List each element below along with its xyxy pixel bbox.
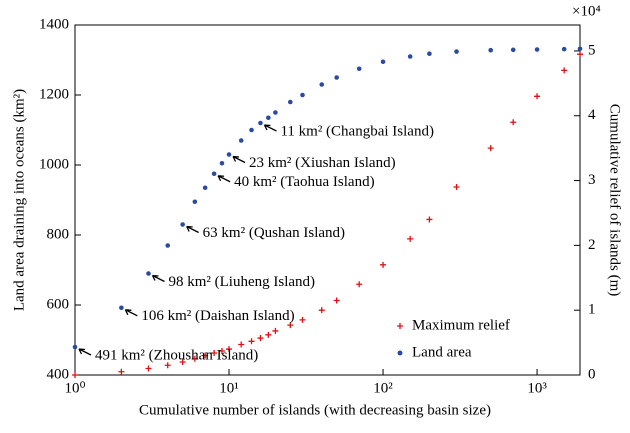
- area-point: [202, 185, 208, 191]
- plot-frame: [74, 24, 581, 376]
- relief-point: [202, 352, 209, 359]
- area-point: [238, 138, 244, 143]
- relief-point: [211, 349, 218, 356]
- relief-point: [226, 346, 233, 353]
- area-point: [534, 47, 540, 52]
- legend-marker: [397, 350, 403, 356]
- annotation-arrow: [151, 274, 165, 283]
- area-point: [561, 46, 567, 52]
- area-point: [407, 54, 413, 59]
- x-tick-label: 10¹: [219, 380, 239, 396]
- area-point: [72, 344, 78, 350]
- relief-point: [248, 338, 255, 345]
- area-point: [226, 152, 232, 157]
- area-point: [165, 243, 171, 248]
- area-point: [380, 59, 386, 65]
- area-point: [510, 47, 516, 53]
- area-point: [577, 46, 583, 52]
- legend-marker: [397, 323, 403, 329]
- relief-point: [487, 145, 494, 152]
- annotation: 40 km² (Taohua Island): [234, 174, 375, 190]
- area-point: [119, 305, 124, 311]
- relief-point: [510, 119, 517, 126]
- relief-point: [179, 359, 186, 366]
- annotation-arrow: [186, 225, 199, 234]
- annotation-arrow: [263, 124, 277, 132]
- y-tick-label: 1000: [39, 156, 69, 172]
- relief-point: [534, 93, 541, 100]
- area-point: [146, 271, 151, 276]
- relief-point: [164, 362, 171, 369]
- y2-tick-label: 4: [588, 107, 596, 123]
- annotation: 491 km² (Zhoushan Island): [95, 347, 258, 363]
- y-axis-label: Land area draining into oceans (km²): [11, 89, 27, 311]
- area-point: [300, 92, 305, 98]
- relief-point: [453, 184, 460, 191]
- area-point: [454, 49, 459, 54]
- annotation-arrow: [217, 175, 231, 183]
- legend-label: Land area: [412, 344, 472, 360]
- legend-label: Maximum relief: [412, 317, 510, 333]
- annotation: 63 km² (Qushan Island): [203, 225, 345, 241]
- relief-point: [265, 331, 272, 338]
- y2-multiplier: ×10⁴: [572, 3, 601, 19]
- area-point: [192, 199, 198, 205]
- area-point: [211, 171, 217, 177]
- relief-point: [272, 327, 279, 334]
- area-point: [427, 51, 432, 56]
- area-point: [288, 99, 293, 105]
- annotation-arrow: [124, 309, 138, 317]
- relief-point: [191, 355, 198, 362]
- y2-tick-label: 2: [588, 237, 596, 253]
- y-tick-label: 400: [47, 366, 70, 382]
- area-point: [219, 160, 225, 166]
- area-point: [356, 66, 362, 72]
- relief-point: [577, 51, 583, 58]
- annotation-arrow: [78, 348, 92, 356]
- relief-point: [299, 316, 306, 323]
- y2-axis-label: Cumulative relief of islands (m): [607, 104, 623, 296]
- relief-point: [356, 281, 363, 288]
- area-point: [258, 120, 263, 126]
- relief-point: [426, 216, 433, 223]
- relief-point: [72, 372, 78, 378]
- y2-tick-label: 1: [588, 302, 596, 318]
- y-tick-label: 800: [47, 226, 70, 242]
- y-tick-label: 1200: [39, 86, 69, 102]
- annotation: 23 km² (Xiushan Island): [249, 155, 396, 171]
- area-point: [488, 47, 494, 53]
- relief-point: [118, 368, 125, 375]
- x-tick-label: 10²: [373, 380, 393, 396]
- annotation: 106 km² (Daishan Island): [141, 308, 294, 324]
- x-tick-label: 10³: [527, 380, 547, 396]
- relief-point: [333, 297, 340, 304]
- annotation: 11 km² (Changbai Island): [280, 123, 434, 139]
- relief-point: [407, 235, 414, 242]
- area-point: [266, 115, 271, 121]
- x-axis-label: Cumulative number of islands (with decre…: [139, 402, 491, 418]
- relief-point: [257, 335, 264, 342]
- relief-point: [218, 348, 225, 355]
- area-point: [334, 75, 339, 80]
- relief-point: [561, 67, 568, 74]
- y2-tick-label: 5: [588, 42, 596, 58]
- area-point: [249, 127, 254, 133]
- y2-tick-label: 0: [588, 366, 596, 382]
- area-point: [273, 110, 278, 115]
- relief-point: [380, 261, 387, 268]
- relief-point: [145, 365, 152, 372]
- area-point: [180, 222, 185, 227]
- area-point: [319, 82, 325, 87]
- relief-point: [238, 341, 245, 348]
- relief-point: [287, 322, 294, 329]
- y-tick-label: 1400: [39, 16, 69, 32]
- y2-tick-label: 3: [588, 172, 596, 188]
- annotation-arrow: [232, 155, 246, 164]
- y-tick-label: 600: [47, 296, 70, 312]
- relief-point: [318, 307, 325, 314]
- x-tick-label: 10⁰: [64, 380, 85, 396]
- annotation: 98 km² (Liuheng Island): [168, 274, 315, 290]
